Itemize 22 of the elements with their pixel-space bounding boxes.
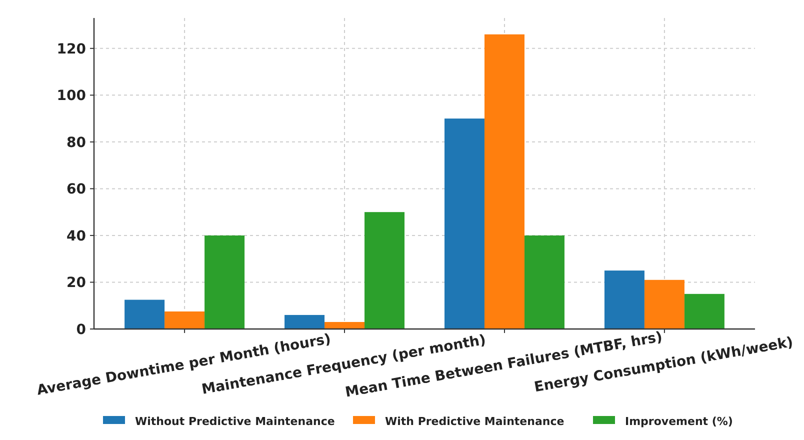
bar	[324, 322, 365, 329]
y-tick-label: 100	[56, 88, 86, 104]
bar	[124, 300, 165, 329]
bar	[684, 294, 724, 329]
bar	[444, 118, 484, 329]
y-tick-label: 20	[66, 275, 86, 292]
bar	[524, 235, 564, 329]
y-tick-label: 0	[76, 322, 86, 338]
legend-label: With Predictive Maintenance	[385, 414, 564, 428]
bar	[204, 235, 245, 329]
bar	[644, 280, 684, 329]
legend-label: Improvement (%)	[625, 414, 733, 428]
y-tick-label: 60	[66, 182, 86, 198]
bar	[604, 270, 644, 329]
bar	[484, 34, 524, 329]
bar	[364, 212, 405, 329]
y-tick-label: 80	[66, 134, 86, 151]
bar	[284, 314, 325, 329]
legend-label: Without Predictive Maintenance	[135, 414, 335, 428]
y-tick-label: 120	[56, 41, 86, 58]
y-tick-label: 40	[66, 228, 86, 244]
bar	[164, 311, 205, 329]
